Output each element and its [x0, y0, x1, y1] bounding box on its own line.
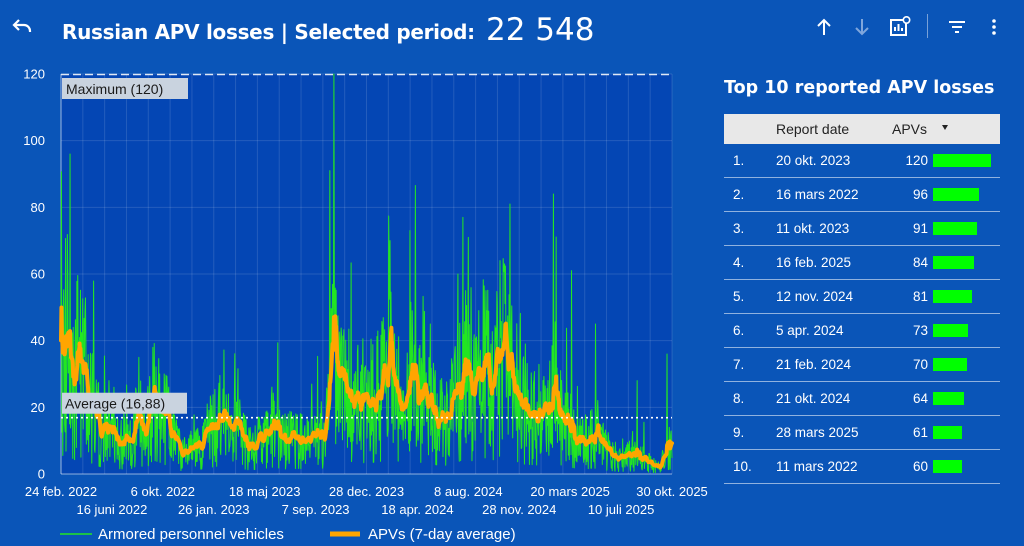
value-bar	[933, 256, 974, 269]
date-cell: 5 apr. 2024	[776, 323, 844, 338]
rank-cell: 5.	[733, 289, 745, 304]
timeseries-chart: Maximum (120) Average (16,88) 0 20 40 60 80 10…	[23, 67, 708, 544]
arrow-down-icon[interactable]	[850, 15, 874, 39]
date-cell: 16 feb. 2025	[776, 255, 852, 270]
ranking-table: Report date APVs 1. 20 okt. 2023 120 2. 16 m…	[724, 114, 1000, 484]
x-tick-label: 24 feb. 2022	[25, 484, 97, 499]
value-cell: 81	[912, 289, 928, 304]
value-bar	[933, 426, 963, 439]
value-bar	[933, 188, 980, 201]
x-tick-label: 10 juli 2025	[588, 502, 655, 517]
table-row[interactable]: 2. 16 mars 2022 96	[724, 178, 1000, 212]
value-bar	[933, 154, 991, 167]
value-bar	[933, 358, 967, 371]
arrow-up-icon[interactable]	[812, 15, 836, 39]
rank-cell: 6.	[733, 323, 745, 338]
y-tick-label: 60	[31, 267, 45, 282]
x-tick-label: 26 jan. 2023	[178, 502, 250, 517]
average-reference-label-bg	[62, 392, 187, 414]
table-row[interactable]: 10. 11 mars 2022 60	[724, 450, 1000, 484]
table-row[interactable]: 8. 21 okt. 2024 64	[724, 382, 1000, 416]
x-tick-label: 7 sep. 2023	[282, 502, 350, 517]
y-tick-label: 40	[31, 333, 45, 348]
y-tick-label: 0	[38, 467, 45, 482]
value-bar	[933, 290, 973, 303]
rank-cell: 2.	[733, 187, 745, 202]
date-cell: 11 okt. 2023	[776, 221, 850, 236]
legend-daily-label[interactable]: Armored personnel vehicles	[98, 526, 284, 543]
value-cell: 96	[912, 187, 928, 202]
date-cell: 21 feb. 2024	[776, 357, 852, 372]
value-bar	[933, 460, 962, 473]
table-row[interactable]: 9. 28 mars 2025 61	[724, 416, 1000, 450]
max-reference-label-bg	[62, 78, 188, 99]
rank-cell: 4.	[733, 255, 745, 270]
value-cell: 60	[912, 459, 928, 474]
rank-cell: 10.	[733, 459, 752, 474]
rank-cell: 1.	[733, 153, 745, 168]
header-bar: Russian APV losses | Selected period: 22…	[0, 0, 1024, 62]
y-tick-label: 20	[31, 400, 45, 415]
value-cell: 61	[912, 425, 928, 440]
date-cell: 11 mars 2022	[776, 459, 858, 474]
date-cell: 16 mars 2022	[776, 187, 859, 202]
y-tick-label: 80	[31, 200, 45, 215]
chart-settings-icon[interactable]	[888, 15, 912, 39]
value-cell: 120	[905, 153, 928, 168]
legend-average-label[interactable]: APVs (7-day average)	[368, 526, 516, 543]
x-tick-label: 20 mars 2025	[530, 484, 610, 499]
page-title: Russian APV losses | Selected period:	[62, 20, 475, 44]
y-tick-label: 120	[23, 67, 45, 82]
average-reference-label: Average (16,88)	[65, 396, 165, 412]
value-bar	[933, 222, 977, 235]
table-row[interactable]: 3. 11 okt. 2023 91	[724, 212, 1000, 246]
x-tick-label: 28 nov. 2024	[482, 502, 556, 517]
header-divider	[927, 14, 928, 38]
rank-cell: 7.	[733, 357, 745, 372]
table-row[interactable]: 1. 20 okt. 2023 120	[724, 144, 1000, 178]
rank-cell: 9.	[733, 425, 745, 440]
rank-cell: 8.	[733, 391, 745, 406]
undo-icon[interactable]	[10, 14, 34, 38]
header-report-date[interactable]: Report date	[776, 121, 850, 137]
ranking-title: Top 10 reported APV losses	[724, 78, 995, 98]
value-cell: 70	[912, 357, 928, 372]
x-tick-label: 18 apr. 2024	[381, 502, 453, 517]
table-row[interactable]: 5. 12 nov. 2024 81	[724, 280, 1000, 314]
x-tick-label: 16 juni 2022	[76, 502, 147, 517]
x-tick-label: 30 okt. 2025	[636, 484, 708, 499]
daily-series-line	[60, 73, 673, 474]
value-cell: 64	[912, 391, 928, 406]
rank-cell: 3.	[733, 221, 745, 236]
value-bar	[933, 392, 964, 405]
table-header: Report date APVs	[724, 114, 1000, 144]
total-value: 22 548	[486, 12, 595, 48]
x-tick-label: 6 okt. 2022	[131, 484, 195, 499]
x-tick-label: 18 maj 2023	[229, 484, 301, 499]
date-cell: 28 mars 2025	[776, 425, 859, 440]
more-vert-icon[interactable]	[982, 15, 1006, 39]
date-cell: 20 okt. 2023	[776, 153, 851, 168]
value-cell: 91	[912, 221, 928, 236]
header-apvs[interactable]: APVs	[892, 121, 928, 137]
table-row[interactable]: 4. 16 feb. 2025 84	[724, 246, 1000, 280]
date-cell: 12 nov. 2024	[776, 289, 854, 304]
value-cell: 84	[912, 255, 928, 270]
value-cell: 73	[912, 323, 928, 338]
table-row[interactable]: 6. 5 apr. 2024 73	[724, 314, 1000, 348]
sort-desc-icon[interactable]	[942, 125, 948, 130]
x-tick-label: 8 aug. 2024	[434, 484, 503, 499]
max-reference-label: Maximum (120)	[66, 81, 163, 97]
table-row[interactable]: 7. 21 feb. 2024 70	[724, 348, 1000, 382]
y-tick-label: 100	[23, 133, 45, 148]
date-cell: 21 okt. 2024	[776, 391, 851, 406]
filter-icon[interactable]	[945, 15, 969, 39]
value-bar	[933, 324, 969, 337]
x-tick-label: 28 dec. 2023	[329, 484, 404, 499]
